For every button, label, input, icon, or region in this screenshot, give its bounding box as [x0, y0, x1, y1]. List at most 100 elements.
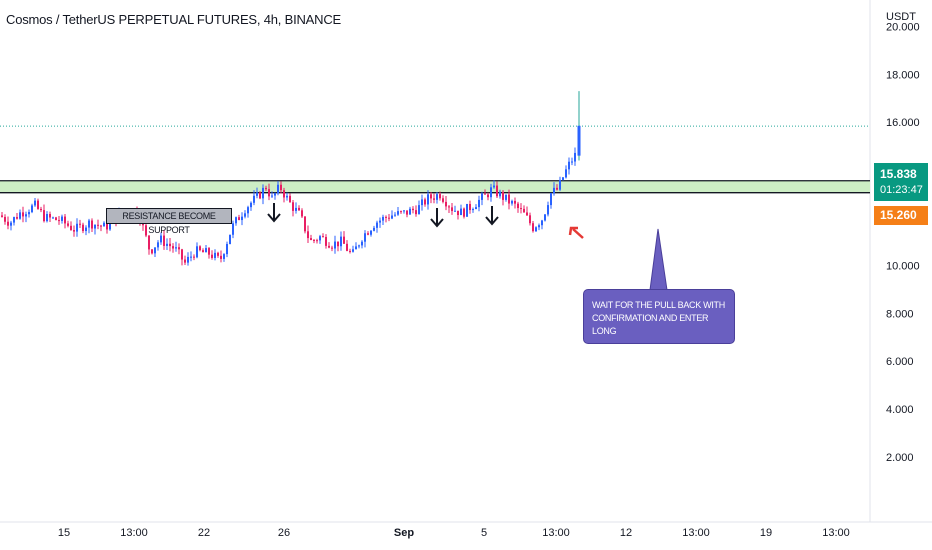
arrow-down-icon	[267, 203, 281, 223]
candle-body	[328, 245, 330, 248]
candle-body	[385, 216, 387, 218]
candle-body	[7, 221, 9, 226]
candle-body	[340, 236, 342, 247]
candle-body	[484, 193, 486, 195]
candle-body	[178, 247, 180, 250]
candle-body	[31, 205, 33, 213]
candle-body	[22, 212, 24, 217]
candle-body	[73, 230, 75, 232]
candle-body	[370, 230, 372, 235]
time-tick-label: 5	[481, 527, 487, 539]
price-axis[interactable]: 2.0004.0006.0008.00010.00012.00014.00016…	[886, 0, 920, 464]
time-tick-label: 15	[58, 527, 70, 539]
candle-body	[334, 241, 336, 249]
candle-body	[196, 246, 198, 258]
candle-body	[4, 216, 6, 222]
candle-body	[505, 194, 507, 200]
candle-body	[217, 252, 219, 256]
last-price-badge: 15.838 01:23:47	[874, 163, 928, 201]
candle-body	[460, 208, 462, 216]
candle-body	[511, 200, 513, 204]
candle-body	[34, 200, 36, 206]
arrow-down-icon	[568, 226, 584, 239]
candle-body	[286, 195, 288, 198]
candle-body	[565, 169, 567, 178]
resistance-support-label[interactable]: RESISTANCE BECOME SUPPORT	[106, 208, 232, 235]
candle-body	[316, 240, 318, 242]
candle-body	[466, 203, 468, 217]
candle-body	[367, 233, 369, 235]
candle-body	[415, 210, 417, 215]
time-tick-label: 22	[198, 527, 210, 539]
candle-body	[343, 236, 345, 244]
candle-body	[19, 212, 21, 219]
candle-body	[400, 211, 402, 213]
candle-body	[391, 215, 393, 219]
candle-body	[208, 248, 210, 255]
candle-body	[556, 187, 558, 190]
candle-body	[283, 190, 285, 198]
candle-body	[109, 221, 111, 230]
candle-body	[85, 227, 87, 232]
candle-body	[223, 254, 225, 259]
breakout-body	[577, 125, 581, 156]
candle-body	[277, 184, 279, 194]
candle-body	[205, 248, 207, 253]
candle-body	[523, 208, 525, 213]
candle-body	[526, 212, 528, 216]
candle-body	[412, 208, 414, 211]
candle-body	[64, 216, 66, 224]
candle-body	[202, 250, 204, 253]
level-price-badge: 15.260	[874, 206, 928, 225]
price-tick-label: 16.000	[886, 117, 920, 129]
price-unit: USDT	[886, 11, 916, 23]
candle-body	[163, 235, 165, 246]
callout-line-2: CONFIRMATION AND ENTER LONG	[592, 313, 709, 336]
candle-body	[238, 217, 240, 221]
candle-body	[562, 177, 564, 180]
time-tick-label: 12	[620, 527, 632, 539]
candle-body	[421, 199, 423, 206]
candle-body	[28, 212, 30, 215]
candle-body	[472, 209, 474, 211]
candle-body	[451, 207, 453, 212]
candle-body	[571, 161, 573, 163]
candle-body	[337, 241, 339, 247]
price-tick-label: 20.000	[886, 22, 920, 34]
callout-note[interactable]: WAIT FOR THE PULL BACK WITH CONFIRMATION…	[583, 289, 735, 344]
candle-body	[97, 224, 99, 226]
candle-body	[76, 223, 78, 232]
candle-body	[361, 241, 363, 246]
candle-body	[439, 194, 441, 199]
price-tick-label: 18.000	[886, 69, 920, 81]
candle-body	[70, 225, 72, 231]
candle-body	[382, 216, 384, 221]
candle-body	[247, 207, 249, 214]
candle-body	[463, 208, 465, 217]
candle-body	[379, 220, 381, 223]
candle-body	[394, 214, 396, 216]
candle-body	[358, 245, 360, 247]
time-axis[interactable]: 15 13:00 22 26 Sep 5 13:00 12 13:00 19 13:00	[58, 527, 850, 539]
last-price-value: 15.838	[880, 167, 917, 181]
candle-body	[502, 191, 504, 200]
candle-body	[292, 202, 294, 211]
candle-body	[181, 249, 183, 260]
candle-body	[169, 243, 171, 247]
candle-body	[574, 152, 576, 162]
candle-body	[322, 236, 324, 238]
candle-body	[13, 217, 15, 223]
candle-body	[235, 217, 237, 224]
candle-body	[538, 225, 540, 228]
candle-body	[499, 191, 501, 197]
candle-body	[481, 193, 483, 200]
candle-body	[298, 207, 300, 211]
candle-body	[331, 247, 333, 249]
candle-body	[445, 201, 447, 207]
time-tick-label: 26	[278, 527, 290, 539]
candle-body	[172, 246, 174, 249]
candle-body	[529, 215, 531, 224]
candle-body	[433, 198, 435, 200]
candle-body	[457, 210, 459, 216]
